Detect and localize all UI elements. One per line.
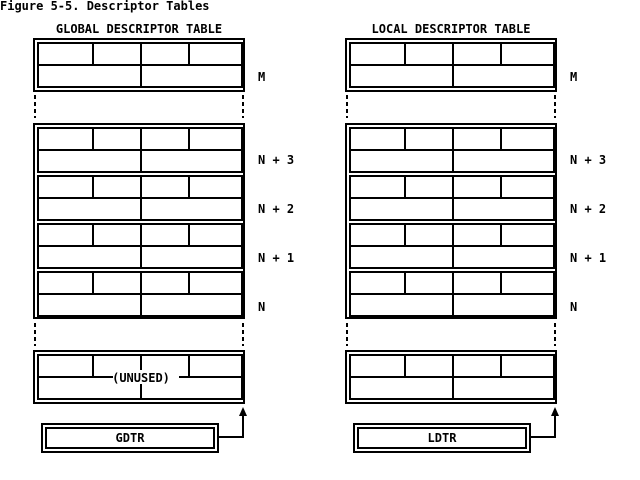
unused-label-bg (113, 370, 179, 384)
table-title: GLOBAL DESCRIPTOR TABLE (56, 22, 222, 36)
register-label: LDTR (428, 431, 458, 445)
entry-label: N + 1 (570, 251, 606, 265)
entry-label-m: M (570, 70, 577, 84)
entry-label: N (570, 300, 577, 314)
entry-label: N + 3 (570, 153, 606, 167)
table-title: LOCAL DESCRIPTOR TABLE (372, 22, 531, 36)
global-descriptor-table: GLOBAL DESCRIPTOR TABLE M N + 3 N + 2 N + 1 N… (33, 22, 294, 453)
pointer-line (530, 414, 556, 438)
arrow-head-icon (551, 407, 559, 416)
figure-title: Figure 5-5. Descriptor Tables (0, 0, 210, 13)
entry-label: N + 2 (258, 202, 294, 216)
table-outer-border (33, 123, 245, 319)
table-outer-border (345, 38, 557, 92)
unused-label: (UNUSED) (112, 371, 170, 385)
table-outer-border (345, 123, 557, 319)
entry-label: N + 2 (570, 202, 606, 216)
entry-label: N + 1 (258, 251, 294, 265)
register-box (357, 427, 527, 449)
entry-label: N (258, 300, 265, 314)
entry-label-m: M (258, 70, 265, 84)
arrow-head-icon (239, 407, 247, 416)
entry-label: N + 3 (258, 153, 294, 167)
pointer-line (218, 414, 244, 438)
register-box (45, 427, 215, 449)
table-outer-border (345, 350, 557, 404)
register-label: GDTR (116, 431, 146, 445)
table-outer-border (33, 350, 245, 404)
table-outer-border (33, 38, 245, 92)
local-descriptor-table: LOCAL DESCRIPTOR TABLE M N + 3 N + 2 N + 1 N L… (345, 22, 606, 453)
